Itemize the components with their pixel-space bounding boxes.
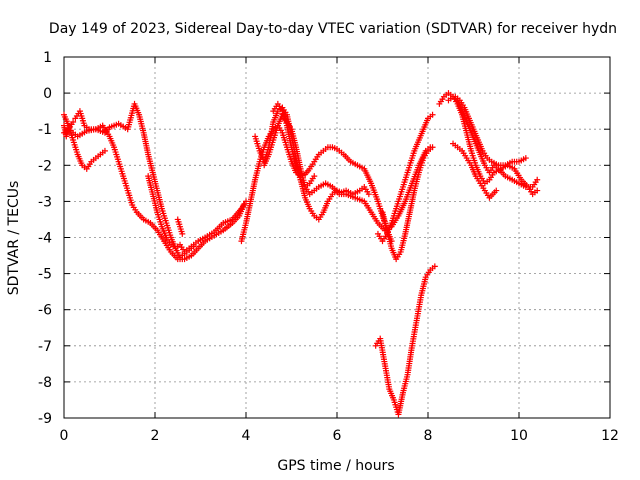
data-point bbox=[522, 155, 529, 162]
data-point bbox=[534, 176, 541, 183]
series-track-6 bbox=[174, 216, 186, 237]
series-track-4 bbox=[61, 118, 77, 140]
data-point bbox=[101, 147, 108, 154]
y-tick-label: -6 bbox=[38, 303, 52, 319]
x-tick-label: 6 bbox=[333, 428, 342, 444]
y-tick-label: -7 bbox=[38, 339, 52, 355]
y-tick-label: -3 bbox=[38, 194, 52, 210]
series-track-16 bbox=[452, 93, 529, 169]
y-tick-label: -2 bbox=[38, 158, 52, 174]
series-track-2 bbox=[61, 111, 108, 172]
x-tick-label: 12 bbox=[601, 428, 619, 444]
grid-layer bbox=[64, 57, 610, 418]
x-tick-label: 0 bbox=[60, 428, 69, 444]
data-point bbox=[179, 230, 186, 237]
data-points-layer bbox=[61, 90, 541, 418]
data-point bbox=[431, 263, 438, 270]
series-track-8 bbox=[252, 104, 372, 223]
series-track-1 bbox=[61, 100, 197, 261]
series-track-17 bbox=[450, 140, 500, 201]
data-point bbox=[365, 191, 372, 198]
y-tick-label: -5 bbox=[38, 267, 52, 283]
y-tick-label: -4 bbox=[38, 231, 52, 247]
data-point bbox=[429, 111, 436, 118]
x-tick-label: 10 bbox=[510, 428, 528, 444]
data-point bbox=[240, 202, 247, 209]
x-axis-title: GPS time / hours bbox=[277, 458, 394, 474]
y-tick-label: 0 bbox=[43, 86, 52, 102]
series-track-10 bbox=[270, 100, 318, 190]
chart-title: Day 149 of 2023, Sidereal Day-to-day VTE… bbox=[49, 21, 617, 37]
y-tick-label: 1 bbox=[43, 50, 52, 66]
x-tick-label: 2 bbox=[151, 428, 160, 444]
series-track-13 bbox=[372, 263, 438, 418]
series-track-14 bbox=[436, 90, 541, 190]
series-track-15 bbox=[445, 93, 541, 198]
x-tick-label: 8 bbox=[424, 428, 433, 444]
tick-layer: 0 2 4 6 8 10 12 -9 -8 -7 -6 -5 -4 -3 -2 -1 0 1 bbox=[38, 50, 619, 444]
series-track-3 bbox=[72, 108, 247, 263]
data-point bbox=[429, 144, 436, 151]
series-track-12 bbox=[379, 144, 436, 263]
series-track-5 bbox=[145, 173, 249, 255]
y-tick-label: -1 bbox=[38, 122, 52, 138]
x-tick-label: 4 bbox=[242, 428, 251, 444]
data-point bbox=[311, 173, 318, 180]
series-track-11 bbox=[374, 111, 436, 245]
data-point bbox=[70, 118, 77, 125]
y-tick-label: -9 bbox=[38, 411, 52, 427]
series-track-7 bbox=[238, 122, 395, 245]
y-tick-label: -8 bbox=[38, 375, 52, 391]
y-axis-title: SDTVAR / TECUs bbox=[6, 181, 22, 296]
data-point bbox=[534, 187, 541, 194]
data-point bbox=[493, 187, 500, 194]
